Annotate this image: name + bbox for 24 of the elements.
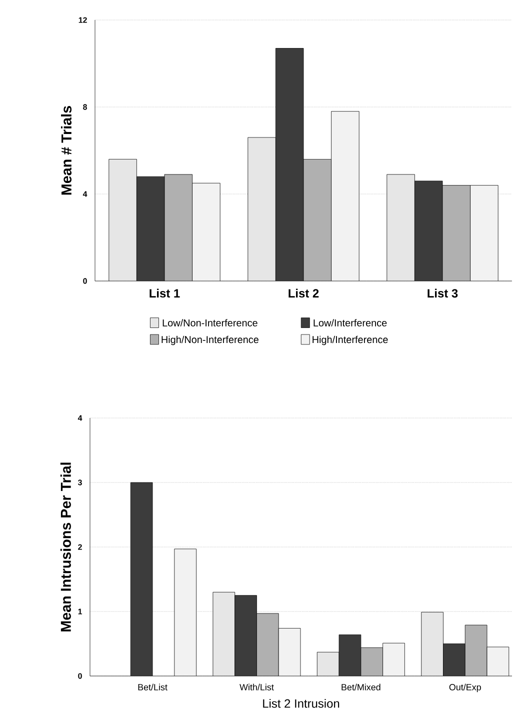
x-tick-label: List 1 — [150, 288, 180, 298]
bar — [256, 613, 279, 676]
x-tick-label: Out/Exp — [449, 684, 481, 692]
x-tick-label: With/List — [240, 684, 274, 690]
x-tick-label: Bet/Mixed — [342, 684, 380, 690]
bar — [174, 548, 196, 676]
bar — [360, 648, 383, 676]
y-axis-title: Mean # Trials — [60, 106, 72, 195]
bar — [486, 646, 510, 676]
legend-label: Low/Interference — [314, 319, 387, 326]
legend-label: High/Interference — [312, 336, 388, 346]
x-tick-label: List 2 — [288, 288, 319, 298]
bar — [464, 624, 488, 676]
legend-label: Low/Non-Interference — [162, 319, 258, 326]
y-axis-title: Mean Intrusions Per Trial — [60, 462, 71, 632]
x-tick-label: List 3 — [428, 288, 458, 298]
bar — [382, 643, 405, 676]
x-axis-title: List 2 Intrusion — [263, 698, 340, 708]
legend-label: High/Non-Interference — [162, 336, 258, 346]
x-tick-label: Bet/List — [138, 684, 168, 690]
bar — [421, 612, 444, 676]
bar — [212, 592, 235, 676]
bar — [278, 628, 300, 676]
bar — [317, 652, 340, 676]
